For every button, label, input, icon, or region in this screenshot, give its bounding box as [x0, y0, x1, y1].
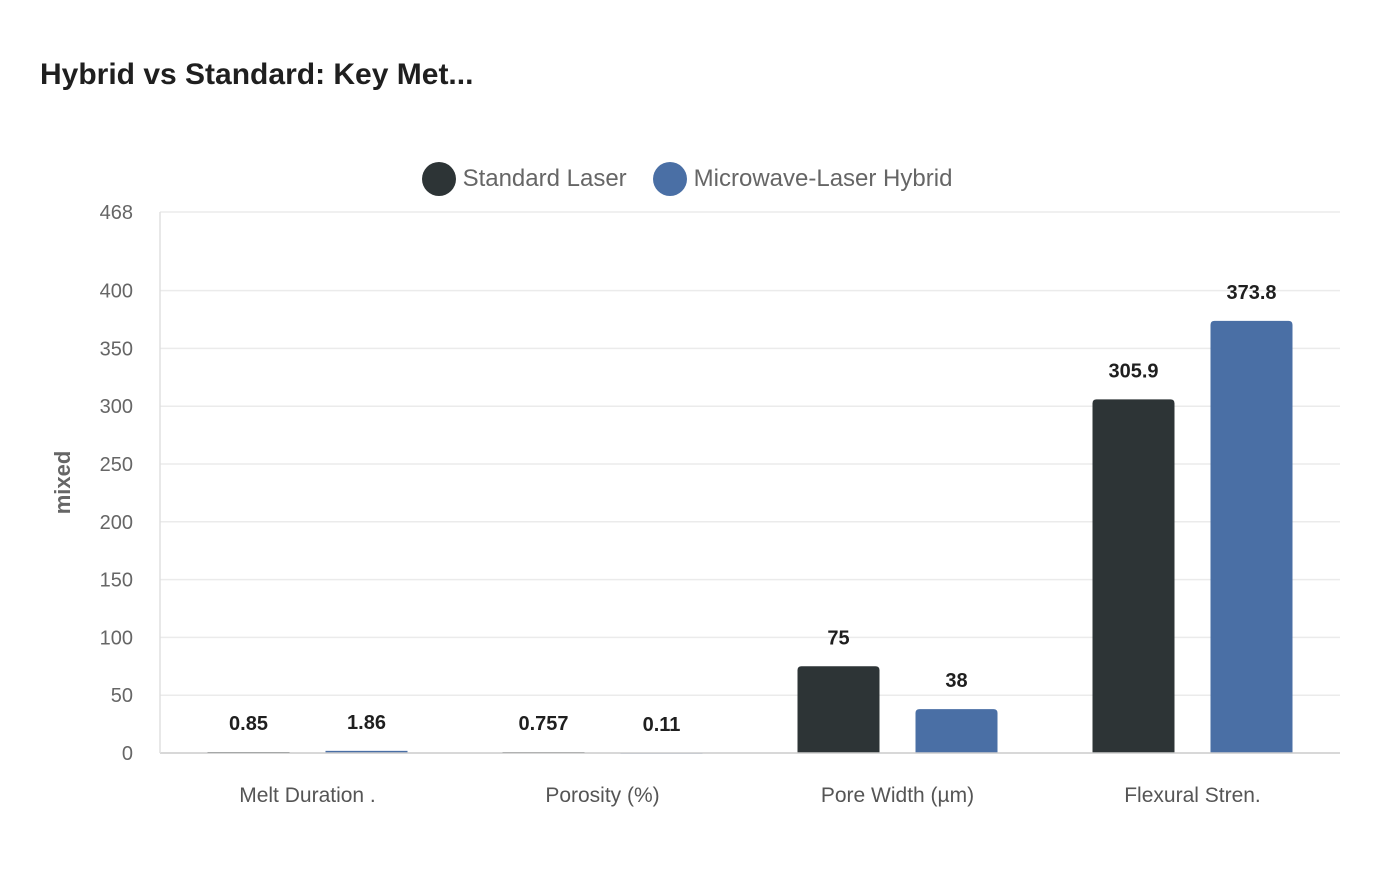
y-tick-label: 468 — [100, 202, 133, 224]
data-label-standard-laser-flexural-stren: 305.9 — [1108, 360, 1158, 382]
legend-item-microwave-laser-hybrid[interactable]: Microwave-Laser Hybrid — [652, 162, 953, 196]
bar-microwave-laser-hybrid-pore-width-m[interactable] — [915, 709, 998, 753]
data-label-microwave-laser-hybrid-pore-width-m: 38 — [945, 670, 967, 692]
y-tick-label: 250 — [100, 454, 133, 476]
data-labels: 0.85 1.86 0.757 0.11 75 38 305.9 373.8 — [229, 282, 1277, 736]
bars — [207, 320, 1293, 754]
data-label-microwave-laser-hybrid-flexural-stren: 373.8 — [1226, 282, 1276, 304]
y-axis-title: mixed — [50, 451, 75, 515]
data-label-microwave-laser-hybrid-porosity: 0.11 — [643, 714, 681, 736]
gridlines — [160, 211, 1340, 696]
legend-swatch-microwave-laser-hybrid — [652, 162, 687, 196]
chart-title: Hybrid vs Standard: Key Met... — [40, 58, 474, 91]
bar-microwave-laser-hybrid-melt-duration[interactable] — [325, 750, 408, 753]
y-tick-label: 50 — [111, 685, 133, 707]
y-tick-label: 300 — [100, 396, 133, 418]
x-category-label-porosity: Porosity (%) — [545, 784, 659, 807]
x-axis-categories: Melt Duration . Porosity (%) Pore Width (µ… — [239, 784, 1261, 807]
data-label-standard-laser-porosity: 0.757 — [518, 713, 568, 735]
x-category-label-pore-width-m: Pore Width (µm) — [821, 784, 974, 807]
x-category-label-melt-duration: Melt Duration . — [239, 784, 376, 807]
y-tick-label: 400 — [100, 281, 133, 303]
bar-microwave-laser-hybrid-flexural-stren[interactable] — [1210, 320, 1293, 753]
bar-standard-laser-flexural-stren[interactable] — [1092, 399, 1175, 753]
y-tick-label: 350 — [100, 338, 133, 360]
data-label-microwave-laser-hybrid-melt-duration: 1.86 — [347, 712, 386, 734]
bar-standard-laser-pore-width-m[interactable] — [797, 666, 880, 753]
legend-label-standard-laser: Standard Laser — [462, 165, 627, 192]
y-tick-label: 150 — [100, 570, 133, 592]
data-label-standard-laser-melt-duration: 0.85 — [229, 713, 268, 735]
y-tick-label: 0 — [122, 743, 133, 765]
legend-swatch-standard-laser — [421, 162, 456, 196]
chart-legend: Standard Laser Microwave-Laser Hybrid — [0, 162, 1374, 196]
y-axis-ticks: 0 50 100 150 200 250 300 350 400 468 — [100, 202, 133, 765]
x-category-label-flexural-stren: Flexural Stren. — [1124, 784, 1261, 807]
y-tick-label: 100 — [100, 627, 133, 649]
y-tick-label: 200 — [100, 512, 133, 534]
data-label-standard-laser-pore-width-m: 75 — [827, 627, 849, 649]
legend-item-standard-laser[interactable]: Standard Laser — [421, 162, 627, 196]
legend-label-microwave-laser-hybrid: Microwave-Laser Hybrid — [693, 165, 953, 192]
